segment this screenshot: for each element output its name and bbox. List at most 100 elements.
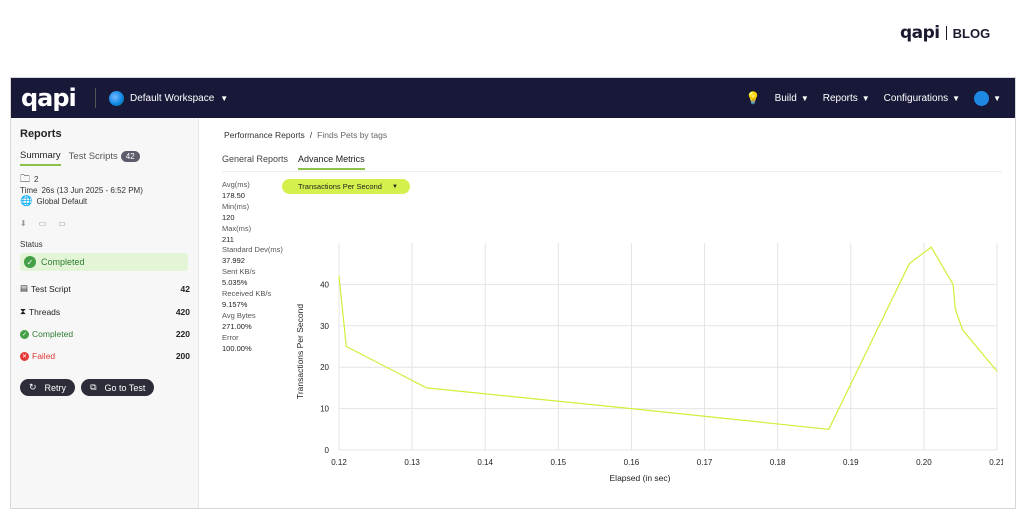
metric-value: 120	[222, 212, 235, 222]
workspace-selector[interactable]: Default Workspace ▼	[109, 88, 228, 108]
metric-label: Error	[222, 332, 239, 342]
series-line	[338, 246, 998, 430]
blog-logo: qapi	[900, 23, 940, 43]
y-tick-label: 10	[320, 405, 329, 414]
blog-divider	[945, 26, 947, 40]
x-tick-label: 0.21	[989, 458, 1003, 467]
stat-completed: ✓ Completed 220	[20, 329, 190, 339]
test-scripts-count-badge: 42	[120, 151, 140, 162]
y-axis-label: Transactions Per Second	[295, 304, 305, 399]
x-tick-label: 0.19	[843, 458, 859, 467]
app-window: qapi Default Workspace ▼ 💡 Build ▼ Report…	[10, 77, 1016, 509]
report-sidebar: Reports Summary Test Scripts 42 🗀 2 Time 26…	[11, 118, 199, 508]
stat-value: 200	[175, 351, 190, 361]
breadcrumb-root[interactable]: Performance Reports	[224, 130, 305, 140]
x-tick-label: 0.20	[916, 458, 932, 467]
x-tick-label: 0.13	[404, 458, 420, 467]
metric-label: Max(ms)	[222, 223, 252, 233]
folder-icon: 🗀	[20, 174, 30, 185]
metric-label: Avg Bytes	[222, 310, 256, 320]
stat-label: Threads	[28, 306, 61, 317]
stat-threads: ⧗ Threads 420	[20, 306, 190, 317]
report-actions: ↻ Retry ⧉ Go to Test	[20, 379, 189, 396]
y-tick-label: 30	[320, 322, 329, 331]
blog-brand: qapi BLOG	[900, 22, 990, 44]
external-link-icon: ⧉	[90, 382, 97, 392]
nav-configurations[interactable]: Configurations ▼	[884, 93, 960, 104]
metric-select-value: Transactions Per Second	[298, 182, 382, 191]
workspace-globe-icon	[109, 90, 124, 106]
retry-label: Retry	[44, 382, 67, 393]
tabs-divider	[222, 171, 1002, 172]
metric-value: 178.50	[222, 190, 245, 200]
x-tick-label: 0.12	[331, 458, 347, 467]
y-tick-label: 40	[320, 280, 329, 289]
chat-icon[interactable]: ▭	[58, 219, 66, 228]
stat-value: 420	[175, 306, 190, 317]
transactions-per-second-chart: 0.12 0.13 0.14 0.15 0.16 0.17 0.18 0.19 0.20 0.21…	[295, 243, 1003, 483]
go-to-test-button[interactable]: ⧉ Go to Test	[81, 379, 155, 396]
metric-select-dropdown[interactable]: Transactions Per Second ▼	[282, 179, 410, 194]
go-to-test-label: Go to Test	[104, 382, 146, 393]
meta-count: 2	[34, 175, 39, 184]
status-value: Completed	[41, 257, 85, 267]
lightbulb-icon[interactable]: 💡	[745, 91, 761, 105]
tab-test-scripts-label: Test Scripts	[68, 151, 118, 162]
y-tick-label: 0	[325, 446, 330, 455]
avatar	[974, 90, 990, 106]
chevron-down-icon: ▼	[220, 93, 229, 103]
tab-summary[interactable]: Summary	[20, 150, 61, 166]
stat-failed: ✕ Failed 200	[20, 351, 190, 361]
stat-value: 220	[175, 329, 190, 339]
x-tick-label: 0.16	[624, 458, 640, 467]
breadcrumb-separator: /	[309, 130, 313, 140]
tab-advance-metrics[interactable]: Advance Metrics	[298, 154, 365, 170]
stat-label: Failed	[32, 351, 56, 361]
breadcrumb: Performance Reports / Finds Pets by tags	[224, 130, 387, 140]
check-icon: ✓	[24, 256, 36, 268]
download-icon[interactable]: ⬇	[20, 219, 27, 228]
metrics-list: Avg(ms) 178.50 Min(ms) 120 Max(ms) 211 S…	[222, 180, 284, 355]
metric-value: 5.035%	[222, 278, 248, 288]
metric-value: 100.00%	[222, 343, 252, 353]
chevron-down-icon: ▼	[993, 93, 1001, 103]
stat-label: Test Script	[31, 283, 71, 294]
user-menu[interactable]: ▼	[974, 90, 1001, 106]
workspace-name: Default Workspace	[130, 92, 215, 104]
metric-label: Standard Dev(ms)	[222, 245, 283, 255]
x-tick-label: 0.15	[551, 458, 567, 467]
time-value: 26s (13 Jun 2025 - 6:52 PM)	[41, 186, 143, 195]
metric-label: Received KB/s	[222, 289, 272, 299]
stat-value: 42	[180, 283, 190, 294]
blog-label: BLOG	[952, 25, 991, 41]
metric-value: 271.00%	[222, 321, 252, 331]
status-label: Status	[20, 240, 43, 249]
nav-reports-label: Reports	[822, 92, 858, 104]
report-tabs: General Reports Advance Metrics	[222, 154, 365, 170]
metric-label: Sent KB/s	[222, 267, 256, 277]
refresh-icon: ↻	[29, 382, 37, 392]
report-meta: 🗀 2 Time 26s (13 Jun 2025 - 6:52 PM) 🌐 Glob…	[20, 174, 189, 207]
chevron-down-icon: ▼	[800, 93, 809, 103]
tab-general-reports[interactable]: General Reports	[222, 154, 289, 164]
x-tick-label: 0.18	[770, 458, 786, 467]
nav-menu: 💡 Build ▼ Reports ▼ Configurations ▼ ▼	[746, 88, 1001, 108]
share-icon[interactable]: ▭	[38, 219, 47, 228]
breadcrumb-current: Finds Pets by tags	[317, 130, 388, 140]
metric-label: Min(ms)	[222, 201, 250, 211]
stat-test-script: ▤ Test Script 42	[20, 283, 190, 294]
app-logo[interactable]: qapi	[21, 84, 77, 112]
status-badge: ✓ Completed	[20, 253, 188, 271]
time-label: Time	[20, 186, 38, 195]
stat-label: Completed	[32, 329, 74, 339]
tab-test-scripts[interactable]: Test Scripts 42	[69, 151, 140, 165]
retry-button[interactable]: ↻ Retry	[20, 379, 76, 396]
nav-reports[interactable]: Reports ▼	[823, 93, 870, 104]
chevron-down-icon: ▼	[952, 93, 961, 103]
script-icon: ▤	[20, 283, 29, 293]
sidebar-tabs: Summary Test Scripts 42	[20, 150, 189, 166]
navbar-divider	[95, 88, 96, 108]
sidebar-title: Reports	[20, 128, 62, 140]
x-tick-label: 0.17	[697, 458, 713, 467]
nav-build[interactable]: Build ▼	[775, 93, 809, 104]
